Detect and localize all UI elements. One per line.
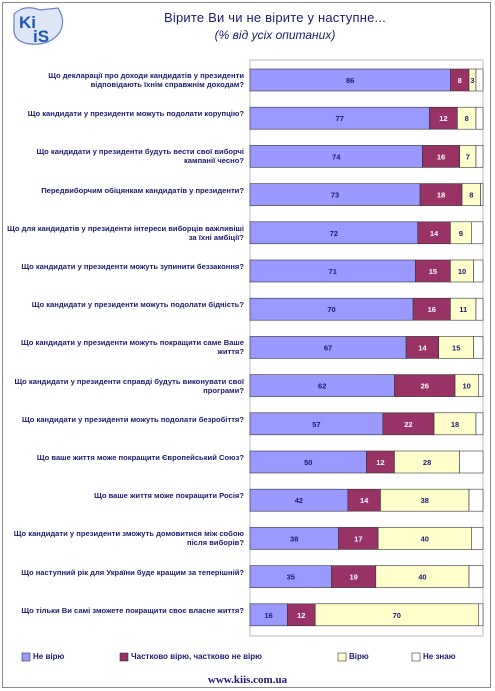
bar-value-label: 11: [459, 305, 467, 314]
bar-value-label: 71: [329, 267, 337, 276]
bar-value-label: 14: [418, 343, 427, 352]
kiis-logo: Ki iS: [13, 7, 64, 46]
legend-swatch: [21, 652, 31, 662]
bar-value-label: 19: [350, 573, 358, 582]
legend-swatch: [119, 652, 129, 662]
bar-value-label: 12: [297, 611, 305, 620]
bar-value-label: 57: [312, 420, 320, 429]
legend-label: Вірю: [349, 652, 369, 661]
bar-segment: [468, 565, 484, 588]
bar-value-label: 74: [332, 152, 341, 161]
bar-value-label: 10: [463, 382, 471, 391]
bar-segment: [475, 106, 484, 130]
bar-value-label: 35: [287, 573, 295, 582]
bar-value-label: 12: [439, 114, 447, 123]
bar-segment: [471, 527, 484, 550]
question-label: Що кандидати у президенти можуть покращи…: [21, 338, 244, 357]
bar-value-label: 38: [421, 496, 429, 505]
bar-value-label: 86: [346, 76, 354, 85]
bar-value-label: 16: [437, 152, 445, 161]
bar-segment: [473, 259, 484, 283]
question-label: Що кандидати у президенти можуть зупинит…: [21, 262, 244, 271]
chart-title: Вірите Ви чи не вірите у наступне...: [164, 10, 386, 25]
bar-value-label: 16: [264, 611, 272, 620]
question-label: Що наступний рік для України буде кращим…: [21, 567, 244, 577]
bar-value-label: 50: [304, 458, 312, 467]
bar-value-label: 14: [430, 229, 439, 238]
bar-segment: [475, 297, 484, 321]
question-label: Що кандидати у президенти можуть подолат…: [22, 414, 244, 424]
bar-value-label: 8: [458, 76, 462, 85]
bar-value-label: 8: [469, 191, 473, 200]
legend-swatch: [337, 652, 347, 662]
bar-value-label: 22: [404, 420, 412, 429]
bar-value-label: 40: [418, 573, 426, 582]
bar-segment: [475, 145, 484, 168]
bar-value-label: 70: [393, 611, 401, 620]
bar-value-label: 15: [429, 267, 437, 276]
question-label: Що кандидати у президенти зможуть домови…: [13, 529, 244, 548]
question-label: Що кандидати у президенти справді будуть…: [14, 376, 244, 395]
bar-segment: [473, 336, 484, 359]
bar-value-label: 72: [330, 229, 338, 238]
bar-segment: [480, 183, 484, 206]
chart-subtitle: (% від усіх опитаних): [214, 28, 336, 42]
bar-value-label: 77: [336, 114, 344, 123]
question-label: Що кандидати у президенти будуть вести с…: [36, 147, 244, 166]
question-label: Що для кандидатів у президенти інтереси …: [7, 223, 244, 242]
bar-value-label: 15: [452, 343, 460, 352]
bar-value-label: 9: [459, 229, 463, 238]
question-label: Що тільки Ви самі зможете покращити своє…: [21, 605, 244, 615]
footer-url: www.kiis.com.ua: [207, 674, 288, 686]
bar-value-label: 62: [318, 382, 326, 391]
bar-value-label: 38: [290, 534, 298, 543]
bar-segment: [478, 603, 484, 627]
bar-value-label: 70: [327, 305, 335, 314]
bar-value-label: 7: [466, 152, 470, 161]
bar-segment: [468, 488, 484, 512]
bar-value-label: 3: [470, 76, 474, 85]
legend-label: Не вірю: [33, 652, 65, 661]
question-label: Передвиборчим обіцянкам кандидатів у пре…: [41, 185, 244, 195]
bar-value-label: 8: [465, 114, 469, 123]
bar-value-label: 42: [295, 496, 303, 505]
bar-value-label: 16: [428, 305, 436, 314]
bar-value-label: 18: [451, 420, 459, 429]
question-label: Що кандидати у президенти можуть подолат…: [31, 300, 244, 310]
bar-value-label: 73: [331, 191, 339, 200]
bar-value-label: 14: [360, 496, 369, 505]
bar-value-label: 18: [437, 191, 445, 200]
bar-segment: [478, 374, 484, 397]
logo-text-top: Ki: [19, 13, 36, 32]
bar-segment: [475, 68, 484, 92]
bar-value-label: 67: [324, 343, 332, 352]
question-label: Що декларації про доходи кандидатів у пр…: [48, 71, 244, 89]
bar-segment: [459, 450, 484, 474]
question-label: Що ваше життя може покращити Європейськи…: [36, 453, 244, 462]
bar-value-label: 12: [376, 458, 384, 467]
bar-value-label: 40: [421, 534, 429, 543]
question-label: Що ваше життя може покращити Росія?: [94, 491, 244, 501]
legend-label: Не знаю: [423, 652, 456, 661]
bar-value-label: 10: [458, 267, 466, 276]
bar-value-label: 28: [423, 458, 431, 467]
legend-swatch: [411, 652, 421, 662]
legend-label: Частково вірю, частково не вірю: [131, 652, 262, 661]
bar-value-label: 17: [354, 534, 362, 543]
question-label: Що кандидати у президенти можуть подолат…: [27, 109, 244, 119]
logo-text-bottom: iS: [33, 27, 49, 46]
bar-value-label: 26: [421, 382, 429, 391]
bar-segment: [475, 412, 484, 436]
bar-segment: [471, 221, 484, 245]
